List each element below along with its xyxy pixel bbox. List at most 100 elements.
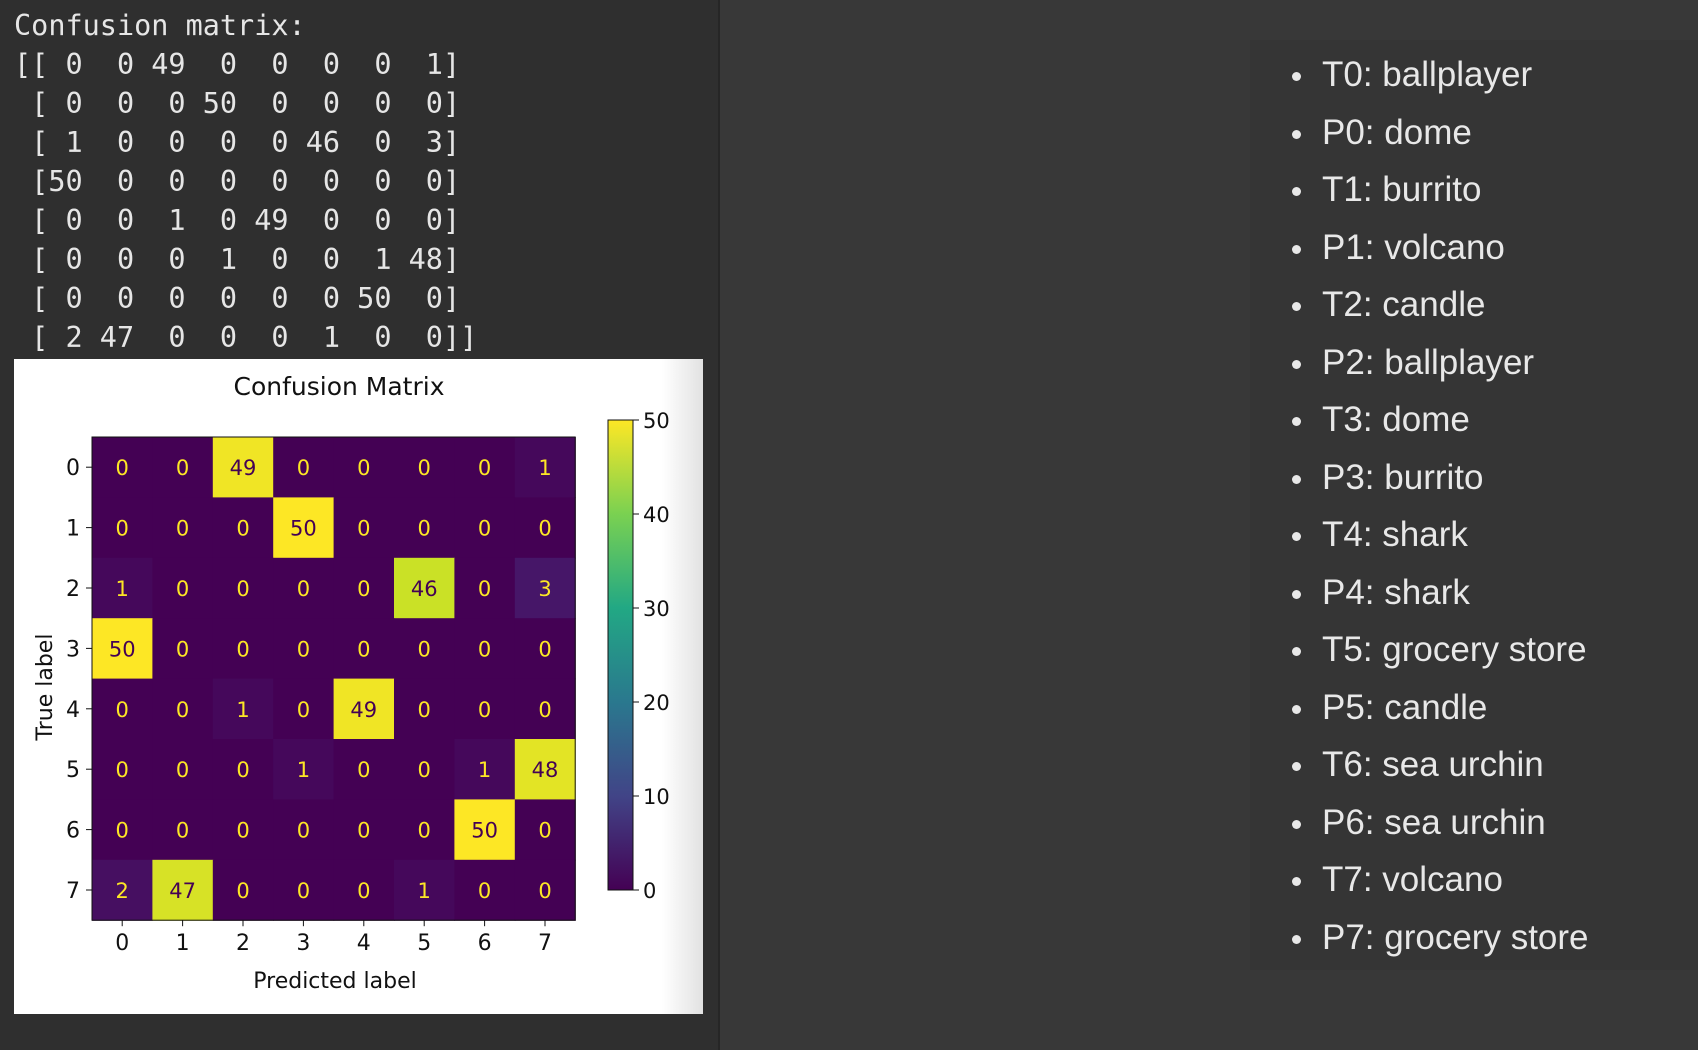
heatmap-cell — [394, 557, 455, 619]
heatmap-cell-labels: 0 0 49 0 0 0 0 1 0 0 0 50 0 0 0 0 1 0 0 0 0 46 0 3 50 0 0 0 0 0 0 0 0 0 1 0… — [109, 456, 559, 903]
x-axis-ticks: 0 1 2 3 4 5 6 7 — [115, 920, 552, 956]
x-tick-label: 0 — [115, 931, 129, 956]
heatmap-cell — [273, 618, 335, 680]
console-row: [50 0 0 0 0 0 0 0] — [14, 165, 461, 198]
list-item: P6: sea urchin — [1292, 799, 1589, 857]
heatmap-cells — [91, 436, 576, 921]
console-row: [[ 0 0 49 0 0 0 0 1] — [14, 48, 461, 81]
heatmap-cell — [333, 557, 395, 619]
heatmap-cell-label: 0 — [478, 577, 491, 601]
heatmap-cell-label: 0 — [478, 637, 491, 661]
heatmap-cell-label: 1 — [418, 879, 431, 903]
heatmap-cell-label: 0 — [297, 819, 310, 843]
heatmap-cell-label: 0 — [297, 637, 310, 661]
heatmap-cell-label: 0 — [357, 517, 370, 541]
heatmap-cell — [514, 557, 576, 619]
list-item: P1: volcano — [1292, 224, 1589, 282]
list-item: T1: burrito — [1292, 166, 1589, 224]
heatmap-cell — [212, 437, 274, 498]
heatmap-cell — [92, 557, 153, 619]
x-tick-label: 1 — [176, 931, 190, 956]
console-row: [ 0 0 0 1 0 0 1 48] — [14, 243, 461, 276]
heatmap-cell — [212, 618, 274, 680]
heatmap-cell-label: 0 — [176, 819, 189, 843]
heatmap-cell-label: 0 — [538, 819, 551, 843]
heatmap-cell — [212, 497, 274, 559]
console-output: Confusion matrix: [[ 0 0 49 0 0 0 0 1] [… — [14, 6, 477, 357]
panel-divider — [718, 0, 720, 1050]
heatmap-cell-label: 0 — [357, 758, 370, 782]
console-row: [ 0 0 0 0 0 0 50 0] — [14, 282, 461, 315]
confusion-matrix-chart: Confusion Matrix 0 0 49 0 0 0 0 10 0 0 50 0 0 0 01 0 0 0 0… — [33, 372, 670, 994]
heatmap-cell — [333, 618, 395, 680]
heatmap-cell-label: 0 — [478, 456, 491, 480]
heatmap-cell-label: 0 — [116, 517, 129, 541]
colorbar-tick-label: 10 — [643, 785, 670, 809]
y-tick-label: 7 — [66, 879, 80, 904]
x-tick-label: 3 — [296, 931, 310, 956]
colorbar-tick-label: 50 — [643, 409, 670, 433]
colorbar-tick-label: 30 — [643, 597, 670, 621]
heatmap-cell-label: 0 — [297, 698, 310, 722]
heatmap-cell-label: 0 — [357, 456, 370, 480]
heatmap-cell — [212, 739, 274, 800]
heatmap-cell-label: 0 — [418, 698, 431, 722]
heatmap-cell — [152, 618, 214, 680]
heatmap-cell-label: 0 — [236, 517, 249, 541]
label-mapping-list: T0: ballplayer P0: dome T1: burrito P1: … — [1292, 51, 1589, 971]
y-axis-ticks: 0 1 2 3 4 5 6 7 — [66, 456, 92, 904]
heatmap-cell — [394, 739, 455, 800]
heatmap-cell — [394, 678, 455, 740]
heatmap-cell — [394, 799, 455, 861]
heatmap-cell-label: 0 — [538, 637, 551, 661]
heatmap-cell-label: 47 — [169, 879, 196, 903]
heatmap-cell — [273, 557, 335, 619]
list-item: T4: shark — [1292, 511, 1589, 569]
heatmap-cell — [514, 618, 576, 680]
x-tick-label: 4 — [357, 931, 371, 956]
heatmap-cell-label: 0 — [176, 637, 189, 661]
list-item: T7: volcano — [1292, 856, 1589, 914]
heatmap-cell — [273, 437, 335, 498]
x-tick-label: 6 — [478, 931, 492, 956]
heatmap-cell-label: 0 — [418, 456, 431, 480]
heatmap-cell-label: 49 — [230, 456, 257, 480]
heatmap-cell-label: 0 — [236, 637, 249, 661]
heatmap-cell — [333, 739, 395, 800]
list-item: T3: dome — [1292, 396, 1589, 454]
x-axis-label: Predicted label — [253, 969, 416, 994]
output-cell: Confusion matrix: [[ 0 0 49 0 0 0 0 1] [… — [0, 0, 718, 1050]
list-item: T5: grocery store — [1292, 626, 1589, 684]
heatmap-cell — [333, 799, 395, 861]
y-tick-label: 2 — [66, 577, 80, 602]
heatmap-cell — [212, 859, 274, 921]
heatmap-cell-label: 0 — [176, 517, 189, 541]
heatmap-cell-label: 0 — [236, 577, 249, 601]
heatmap-cell — [333, 859, 395, 921]
heatmap-cell-label: 0 — [116, 456, 129, 480]
confusion-matrix-figure: Confusion Matrix 0 0 49 0 0 0 0 1 0 0 0 50 0 0 0 0 1 0 0 0 0… — [14, 359, 703, 1014]
list-item: T0: ballplayer — [1292, 51, 1589, 109]
list-item: P5: candle — [1292, 684, 1589, 742]
heatmap-cell — [454, 618, 516, 680]
heatmap-cell-label: 0 — [357, 577, 370, 601]
heatmap-cell — [273, 859, 335, 921]
heatmap-cell — [92, 739, 153, 800]
y-tick-label: 3 — [66, 637, 80, 662]
x-tick-label: 2 — [236, 931, 250, 956]
list-item: P0: dome — [1292, 109, 1589, 167]
heatmap-cell-label: 0 — [116, 758, 129, 782]
list-item: T2: candle — [1292, 281, 1589, 339]
heatmap-cell — [152, 557, 214, 619]
colorbar-tick-label: 0 — [643, 879, 656, 903]
heatmap-cell-label: 50 — [471, 819, 498, 843]
x-tick-label: 7 — [538, 931, 552, 956]
heatmap-cell-label: 49 — [350, 698, 377, 722]
console-row: [ 2 47 0 0 0 1 0 0]] — [14, 321, 478, 354]
heatmap-cell — [152, 497, 214, 559]
x-tick-label: 5 — [417, 931, 431, 956]
heatmap-cell — [333, 497, 395, 559]
list-item: T6: sea urchin — [1292, 741, 1589, 799]
heatmap-cell — [273, 678, 335, 740]
heatmap-cell-label: 0 — [176, 577, 189, 601]
